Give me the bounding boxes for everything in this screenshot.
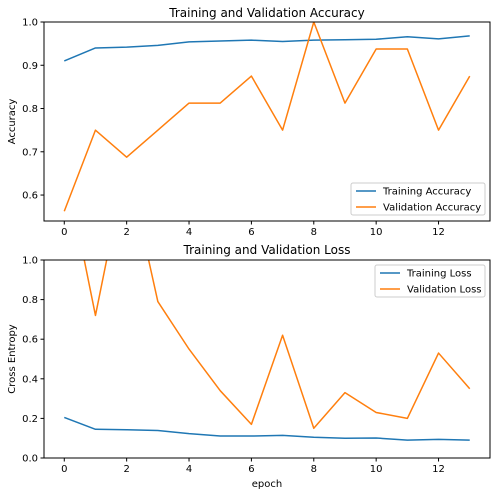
series-line-training (63, 35, 470, 62)
legend-label: Validation Accuracy (383, 203, 481, 214)
x-tick-label: 12 (432, 227, 445, 238)
x-tick-label: 4 (186, 227, 192, 238)
y-tick-label: 0.8 (22, 295, 38, 306)
x-tick-label: 2 (123, 464, 129, 475)
y-axis-label: Accuracy (7, 99, 18, 145)
x-tick-label: 2 (123, 227, 129, 238)
y-tick-label: 0.9 (22, 61, 38, 72)
chart-title: Training and Validation Loss (183, 243, 351, 257)
plot-frame (43, 21, 491, 222)
x-tick-label: 8 (311, 464, 317, 475)
series-line-validation (63, 22, 471, 212)
x-tick-label: 4 (186, 464, 192, 475)
x-tick-label: 10 (370, 227, 383, 238)
chart-title: Training and Validation Accuracy (168, 6, 364, 20)
series-group (64, 260, 471, 441)
legend-label: Training Loss (406, 269, 472, 280)
loss-chart: Training and Validation Loss Cross Entro… (7, 243, 491, 490)
x-tick-label: 12 (432, 464, 445, 475)
y-tick-label: 0.0 (22, 454, 38, 465)
x-axis-label: epoch (252, 479, 282, 490)
legend-box (350, 182, 486, 216)
legend-label: Validation Loss (407, 285, 482, 296)
series-line-training (64, 416, 470, 441)
axis-ticks: 0 2 4 6 8 10 12 0.0 0.2 0.4 0.6 0.8 1.0 (22, 256, 445, 476)
y-tick-label: 0.7 (22, 147, 38, 158)
x-tick-label: 8 (311, 227, 317, 238)
y-tick-label: 0.6 (22, 335, 38, 346)
x-tick-label: 0 (61, 227, 67, 238)
y-axis-label: Cross Entropy (7, 324, 18, 394)
y-tick-label: 0.4 (22, 374, 38, 385)
axis-ticks: 0 2 4 6 8 10 12 0.6 0.7 0.8 0.9 1.0 (22, 18, 445, 239)
y-tick-label: 0.6 (22, 191, 38, 202)
x-tick-label: 0 (61, 464, 67, 475)
legend-label: Training Accuracy (382, 187, 471, 198)
legend: Training Accuracy Validation Accuracy (350, 182, 486, 216)
x-tick-label: 6 (248, 464, 254, 475)
y-tick-label: 0.2 (22, 414, 38, 425)
plot-frame (43, 259, 491, 459)
y-tick-label: 1.0 (22, 256, 38, 267)
y-tick-label: 0.8 (22, 104, 38, 115)
series-line-validation (83, 260, 471, 430)
series-group (63, 22, 471, 212)
legend: Training Loss Validation Loss (374, 264, 486, 298)
x-tick-label: 10 (370, 464, 383, 475)
legend-box (374, 264, 486, 298)
accuracy-chart: Training and Validation Accuracy Accurac… (7, 6, 491, 239)
y-tick-label: 1.0 (22, 18, 38, 29)
x-tick-label: 6 (248, 227, 254, 238)
